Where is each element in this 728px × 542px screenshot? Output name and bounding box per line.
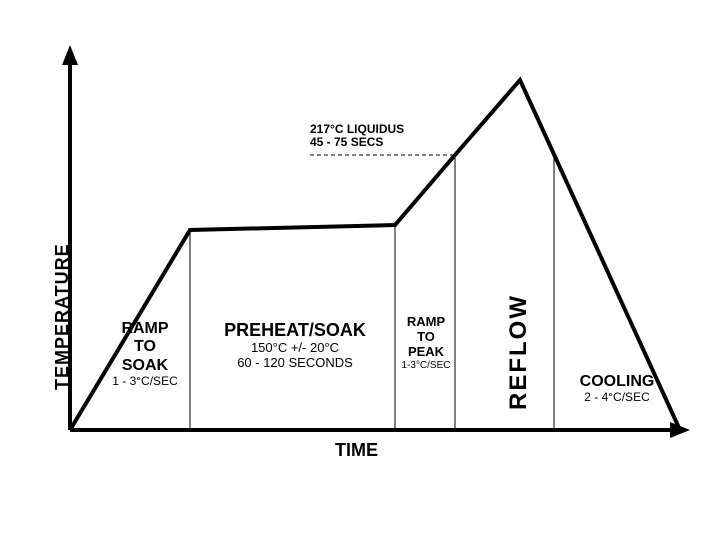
liquidus-annotation: 217°C LIQUIDUS 45 - 75 SECS <box>310 123 404 149</box>
zone-reflow: REFLOW <box>505 294 533 410</box>
reflow-profile-diagram: TEMPERATURE TIME 217°C LIQUIDUS 45 - 75 … <box>0 0 728 542</box>
y-axis-label: TEMPERATURE <box>52 243 73 390</box>
liquidus-line2: 45 - 75 SECS <box>310 136 404 149</box>
zone-ramp-to-soak: RAMPTOSOAK1 - 3°C/SEC <box>95 320 195 389</box>
x-axis-label: TIME <box>335 440 378 461</box>
zone-preheat-soak: PREHEAT/SOAK150°C +/- 20°C60 - 120 SECON… <box>200 320 390 371</box>
zone-dividers <box>190 154 554 430</box>
zone-cooling: COOLING2 - 4°C/SEC <box>562 373 672 405</box>
zone-ramp-to-peak: RAMPTOPEAK1-3°C/SEC <box>397 315 455 371</box>
